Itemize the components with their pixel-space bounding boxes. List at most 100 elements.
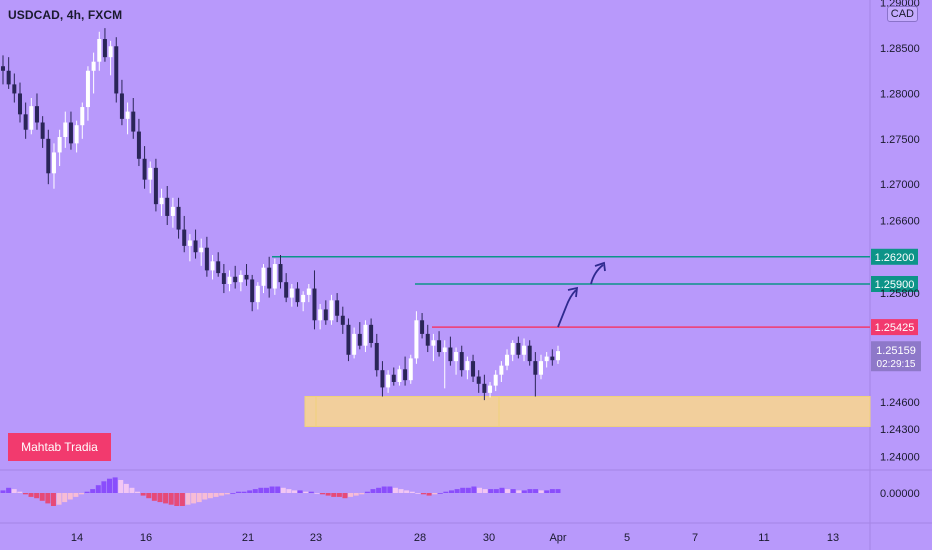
candle — [510, 342, 515, 355]
oscillator-bar — [303, 491, 309, 493]
x-tick-label: 28 — [414, 532, 426, 544]
oscillator-bar — [432, 493, 438, 495]
oscillator-bar — [533, 489, 539, 493]
candle — [465, 361, 470, 371]
candle — [108, 46, 113, 58]
y-tick-label: 1.27500 — [880, 134, 920, 146]
oscillator-bar — [34, 493, 40, 499]
candle — [408, 358, 413, 381]
candle — [306, 288, 311, 295]
arrow-head — [567, 286, 579, 298]
oscillator-bar — [129, 487, 135, 493]
x-tick-label: Apr — [549, 532, 566, 544]
candle — [357, 333, 362, 346]
oscillator-bar — [342, 493, 348, 499]
price-lines: 1.26200 1.25900 1.25425 1.25159 02:29:15 — [272, 248, 921, 372]
candle — [544, 356, 549, 362]
candle — [74, 125, 79, 144]
candle — [102, 39, 107, 58]
x-tick-label: 21 — [242, 532, 254, 544]
oscillator-bar — [499, 487, 505, 493]
oscillator-bar — [387, 486, 393, 493]
candle — [40, 122, 45, 139]
candle — [284, 282, 289, 298]
candle — [176, 206, 181, 230]
candle — [323, 309, 328, 321]
candle — [187, 240, 192, 246]
oscillator-bar — [101, 481, 107, 493]
candle — [295, 288, 300, 303]
candle — [431, 340, 436, 346]
oscillator-bar — [359, 493, 365, 495]
candle — [312, 288, 317, 321]
x-tick-label: 7 — [692, 532, 698, 544]
candle — [352, 333, 357, 355]
oscillator-bar — [510, 489, 516, 493]
oscillator-bar — [297, 490, 303, 493]
oscillator-bar — [168, 493, 174, 505]
candle — [199, 247, 204, 253]
candle — [119, 93, 124, 119]
candle — [459, 352, 464, 371]
price-line-label-bg — [871, 319, 918, 336]
candle — [403, 369, 408, 381]
candle — [131, 111, 136, 132]
oscillator-bar — [191, 493, 197, 504]
price-line-label: 1.25425 — [875, 322, 915, 334]
oscillator-bar — [56, 493, 62, 505]
oscillator-bar — [320, 493, 326, 495]
candle — [289, 288, 294, 298]
last-price-label: 1.25159 — [876, 345, 916, 357]
arrow-head — [594, 261, 606, 272]
price-line-label: 1.25900 — [875, 279, 915, 291]
x-tick-label: 14 — [71, 532, 83, 544]
x-tick-label: 23 — [310, 532, 322, 544]
candle — [34, 106, 39, 123]
y-tick-label: 1.24000 — [880, 451, 920, 463]
candle — [340, 315, 345, 325]
candle — [442, 347, 447, 353]
candle — [527, 345, 532, 362]
candle — [23, 114, 28, 130]
oscillator-bar — [90, 489, 96, 493]
arrow-path — [590, 264, 604, 285]
candle — [278, 264, 283, 283]
oscillator-bar — [398, 489, 404, 493]
oscillator-bar — [460, 487, 466, 493]
candle — [363, 324, 368, 346]
oscillator-bar — [555, 489, 561, 493]
oscillator-bar — [538, 490, 544, 493]
candle — [522, 345, 527, 355]
support-zone — [304, 396, 871, 427]
last-price-tag-bg — [871, 341, 921, 372]
oscillator-bar — [364, 491, 370, 493]
candle — [488, 385, 493, 393]
oscillator-bar — [67, 493, 73, 500]
oscillator-bar — [409, 491, 415, 493]
oscillator-bar — [493, 489, 499, 493]
oscillator-bar — [488, 489, 494, 493]
candle — [550, 356, 555, 361]
oscillator-bar — [420, 493, 426, 495]
candle — [57, 137, 62, 153]
oscillator-bar — [39, 493, 45, 501]
oscillator-bar — [95, 485, 101, 493]
oscillator-bar — [527, 489, 533, 493]
support-zone-box — [304, 396, 871, 427]
oscillator-bar — [353, 493, 359, 496]
candle — [125, 111, 130, 119]
oscillator-bar — [45, 493, 51, 504]
candle — [425, 333, 430, 346]
oscillator-bar — [454, 489, 460, 493]
currency-badge[interactable]: CAD — [886, 6, 918, 22]
oscillator-bar — [11, 489, 17, 493]
candle — [318, 309, 323, 321]
candle — [414, 320, 419, 359]
oscillator-bar — [0, 490, 6, 493]
candle — [499, 365, 504, 375]
price-axis: 1.29000 1.28500 1.28000 1.27500 1.27000 1.266… — [880, 0, 920, 463]
candle — [437, 340, 442, 353]
candle — [454, 352, 459, 362]
candle — [85, 70, 90, 108]
